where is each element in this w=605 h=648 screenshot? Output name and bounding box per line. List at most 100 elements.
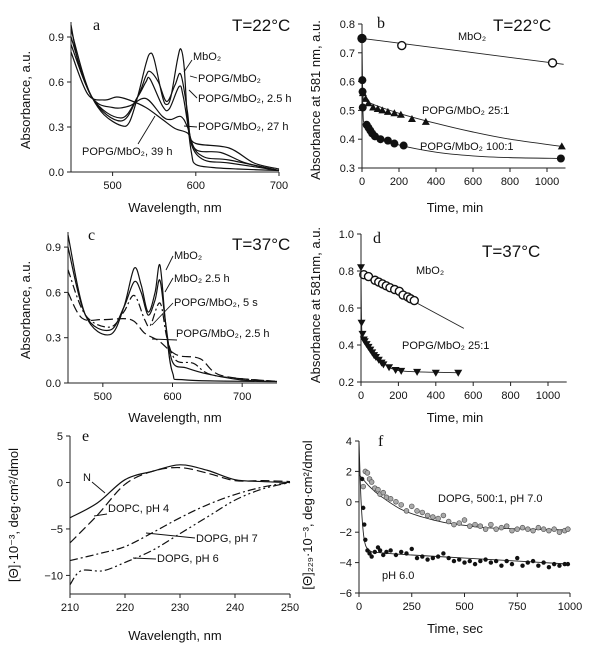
annotation-leader <box>165 255 174 271</box>
data-point <box>557 563 562 568</box>
series-label: DOPG, pH 6 <box>157 553 219 565</box>
x-axis-title: Wavelength, nm <box>128 628 221 643</box>
y-tick-label: 0.0 <box>49 167 64 179</box>
data-point <box>363 537 368 542</box>
panel-d: 0 200 400 600 800 1000 0.2 0.4 0.6 0.8 1.0 Time, mi… <box>308 227 567 425</box>
data-point <box>472 561 478 567</box>
series-4: POPG/MbO₂, 2.5 h <box>67 292 278 383</box>
data-point <box>565 561 571 567</box>
annotation-leader <box>164 277 174 293</box>
temperature-label: T=22°C <box>493 16 551 35</box>
y-tick-label: 4 <box>346 436 352 448</box>
data-point <box>407 115 416 123</box>
series-label: DOPG, 500:1, pH 7.0 <box>438 493 543 505</box>
series-label: POPG/MbO₂ 25:1 <box>422 105 509 117</box>
x-tick-label: 800 <box>501 176 519 188</box>
series-line <box>70 44 280 172</box>
data-point <box>409 503 415 510</box>
x-tick-label: 500 <box>94 391 112 403</box>
data-point <box>375 486 381 493</box>
series-label: MbO₂ <box>458 31 486 43</box>
data-point <box>446 555 451 561</box>
series-label: POPG/MbO₂ 25:1 <box>402 340 489 352</box>
data-point <box>424 512 431 519</box>
y-axis-title: Absorbance, a.u. <box>18 51 33 149</box>
series-label: POPG/MbO₂, 5 s <box>174 297 258 309</box>
x-tick-label: 250 <box>281 602 299 614</box>
data-point <box>498 524 505 531</box>
x-tick-label: 700 <box>233 391 251 403</box>
data-point <box>383 107 392 115</box>
data-point <box>503 523 510 529</box>
annotation-leader <box>188 89 198 99</box>
annotation-leader <box>189 75 198 79</box>
data-point <box>399 549 404 555</box>
series-1: MbO₂ <box>67 234 278 383</box>
x-axis-title: Time, min <box>427 410 484 425</box>
data-point <box>556 529 563 535</box>
x-tick-label: 500 <box>455 601 473 613</box>
data-point <box>357 319 366 327</box>
y-tick-label: −6 <box>339 588 352 600</box>
annotation-leader <box>183 125 198 128</box>
data-point <box>440 512 447 519</box>
series-3: DOPG, pH 7 <box>69 481 291 562</box>
x-tick-label: 600 <box>187 180 205 192</box>
series-label: POPG/MbO₂, 2.5 h <box>198 93 292 105</box>
data-point <box>381 552 386 558</box>
series-label: MbO₂ <box>193 51 221 63</box>
data-point <box>530 527 536 534</box>
y-tick-label: 0.4 <box>340 134 355 146</box>
data-point <box>551 561 557 567</box>
annotation-leader <box>183 59 193 73</box>
y-tick-label: 0.3 <box>46 333 61 345</box>
series-2: POPG/MbO₂ 25:1 <box>357 264 489 377</box>
x-tick-label: 0 <box>359 176 365 188</box>
series-5: POPG/MbO₂, 39 h <box>70 51 280 170</box>
data-point <box>515 555 520 561</box>
panel-b: 0 200 400 600 800 1000 0.3 0.4 0.5 0.6 0.7 0.8 Time,… <box>308 15 566 215</box>
y-tick-label: −10 <box>44 570 63 582</box>
panel-letter: c <box>88 227 95 244</box>
data-point <box>546 564 552 570</box>
data-point <box>478 558 483 564</box>
data-point <box>530 558 536 564</box>
series-line <box>69 481 291 586</box>
data-point <box>535 524 542 531</box>
data-point <box>441 551 446 556</box>
data-point <box>509 561 515 567</box>
data-point <box>372 549 378 555</box>
x-tick-label: 0 <box>358 390 364 402</box>
y-axis-title: Absorbance at 581 nm, a.u. <box>308 20 323 180</box>
x-tick-label: 400 <box>427 390 445 402</box>
data-point <box>451 521 457 528</box>
data-point <box>393 552 399 558</box>
fit-line <box>361 38 562 147</box>
data-point <box>540 526 547 532</box>
y-tick-label: 5 <box>57 431 63 443</box>
series-line <box>70 24 280 172</box>
x-tick-label: 200 <box>390 176 408 188</box>
data-point <box>472 521 478 528</box>
data-point <box>462 560 467 565</box>
data-point <box>373 104 382 112</box>
data-point <box>514 526 520 532</box>
panel-letter: d <box>373 230 381 247</box>
y-tick-label: 0 <box>57 477 63 489</box>
x-tick-label: 1000 <box>535 176 559 188</box>
data-point <box>368 479 375 485</box>
temperature-label: T=37°C <box>482 242 540 261</box>
annotation-leader <box>91 481 106 494</box>
y-tick-label: −5 <box>50 524 63 536</box>
y-axis-title: [Θ]·10⁻³, deg·cm²/dmol <box>6 448 21 582</box>
series-line <box>70 29 280 172</box>
annotation-leader <box>132 557 157 560</box>
series-label: POPG/MbO₂, 39 h <box>82 146 172 158</box>
temperature-label: T=22°C <box>232 16 290 35</box>
data-point <box>364 470 371 476</box>
data-point <box>377 548 383 553</box>
data-point <box>390 139 399 148</box>
data-point <box>556 154 565 163</box>
y-tick-label: 0.3 <box>49 122 64 134</box>
x-tick-label: 0 <box>356 601 362 613</box>
